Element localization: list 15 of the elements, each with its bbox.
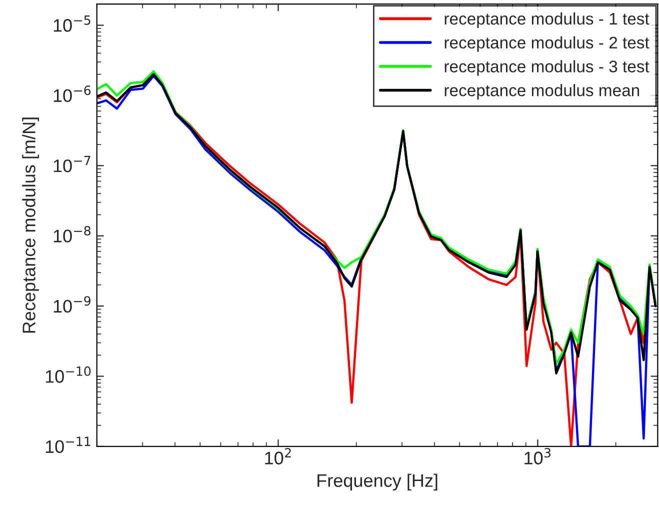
- y-tick-label: 10$^{−6}$: [54, 86, 91, 102]
- y-axis-title: Receptance modulus [m/N]: [22, 118, 39, 333]
- y-tick-label: 10$^{−8}$: [54, 226, 90, 242]
- y-tick-label: 10$^{−11}$: [46, 436, 90, 454]
- x-tick-label: 10$^{2}$: [265, 448, 291, 464]
- y-tick-label: 10$^{−7}$: [54, 156, 90, 172]
- legend-label: receptance modulus - 2 test: [444, 36, 650, 52]
- y-tick-label: 10$^{−9}$: [54, 296, 90, 313]
- x-axis-title: Frequency [Hz]: [318, 474, 438, 491]
- legend-label: receptance modulus - 1 test: [444, 12, 650, 28]
- legend-label: receptance modulus - 3 test: [444, 60, 650, 76]
- x-tick-label: 10$^{3}$: [524, 448, 551, 464]
- y-tick-label: 10$^{−5}$: [54, 16, 90, 32]
- y-tick-label: 10$^{−10}$: [46, 366, 91, 383]
- legend-label: receptance modulus mean: [444, 84, 640, 100]
